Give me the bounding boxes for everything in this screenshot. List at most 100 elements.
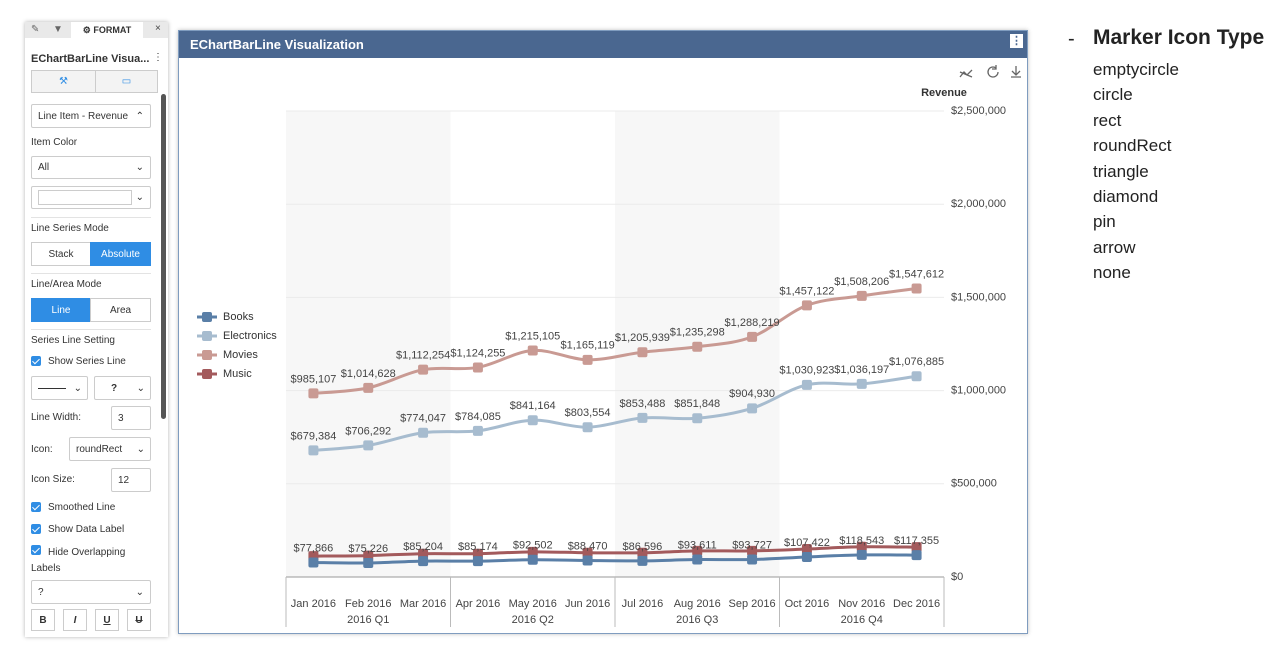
x-tick-label: May 2016 (509, 598, 557, 610)
marker (637, 547, 648, 558)
note-item: pin (1093, 212, 1116, 232)
x-tick-label: Nov 2016 (838, 598, 885, 610)
marker (363, 440, 374, 451)
y-tick-label: $2,500,000 (951, 105, 1006, 117)
download-icon[interactable] (1011, 66, 1021, 78)
marker (747, 545, 758, 556)
card-menu[interactable]: ⋮ (1010, 34, 1023, 48)
restore-icon[interactable] (987, 65, 999, 78)
marker (801, 544, 812, 555)
item-color-label: Item Color (31, 137, 78, 148)
italic-button[interactable]: I (63, 609, 87, 631)
line-button[interactable]: Line (31, 298, 91, 322)
legend-label: Electronics (223, 330, 277, 342)
x-tick-label: Oct 2016 (785, 598, 830, 610)
marker (527, 554, 538, 565)
checkbox[interactable] (31, 502, 41, 512)
marker (911, 542, 922, 553)
data-label: $784,085 (455, 411, 501, 423)
line-width-input[interactable]: 3 (111, 406, 151, 430)
data-label: $107,422 (784, 537, 830, 549)
format-tab[interactable]: ⚙ FORMAT (71, 22, 143, 38)
data-label: $904,930 (729, 388, 775, 400)
marker (637, 347, 648, 358)
edit-tab[interactable]: ✎ (31, 24, 40, 35)
marker (692, 413, 703, 424)
format-panel: ✎ ▼ ⚙ FORMAT × EChartBarLine Visua... ⋮ … (25, 22, 168, 637)
card-settings-tab[interactable]: ▭ (95, 70, 158, 93)
chart: $0 $500,000 $1,000,000 $1,500,000 $2,000,000… (197, 65, 1021, 627)
marker (637, 412, 648, 423)
data-label: $117,355 (894, 535, 939, 547)
dropdown-value: ? (111, 382, 118, 394)
data-label: $1,112,254 (396, 350, 450, 362)
bold-button[interactable]: B (31, 609, 55, 631)
close-button[interactable]: × (155, 23, 161, 34)
separator (31, 329, 151, 330)
checkbox[interactable] (31, 545, 41, 555)
hide-overlapping-labels-label: Hide Overlapping Labels (31, 547, 126, 574)
data-label: $85,204 (403, 541, 443, 553)
legend-marker (202, 350, 212, 360)
more-button[interactable]: ⋮ (153, 52, 163, 63)
strikethrough-button[interactable]: U (127, 609, 151, 631)
group-band (286, 111, 451, 577)
data-label: $1,124,255 (450, 347, 505, 359)
input-value: 12 (118, 474, 130, 486)
data-label: $77,866 (294, 542, 334, 554)
scrollbar[interactable] (161, 94, 166, 419)
marker (472, 362, 483, 373)
y-tick-label: $2,000,000 (951, 198, 1006, 210)
chart-title: EChartBarLine Visualization (190, 37, 364, 52)
data-label: $1,457,122 (779, 285, 834, 297)
data-label: $118,543 (839, 535, 884, 547)
panel-title: EChartBarLine Visua... (31, 53, 150, 65)
legend-marker (202, 312, 212, 322)
area-button[interactable]: Area (90, 298, 151, 322)
icon-dropdown[interactable]: roundRect ⌄ (69, 437, 151, 461)
group-label: 2016 Q2 (512, 614, 554, 626)
data-label: $93,611 (678, 539, 717, 551)
note-item: rect (1093, 110, 1122, 130)
input-value: 3 (118, 412, 124, 424)
checkbox[interactable] (31, 356, 41, 366)
note-item: emptycircle (1093, 60, 1179, 79)
marker (418, 364, 429, 375)
magic-type-icon[interactable] (959, 69, 973, 78)
underline-button[interactable]: U (95, 609, 119, 631)
font-dropdown[interactable]: ? ⌄ (31, 580, 151, 604)
marker (856, 290, 867, 301)
data-label: $1,235,298 (670, 327, 725, 339)
line-type-dropdown[interactable]: ? ⌄ (94, 376, 151, 400)
line-style-dropdown[interactable]: ⌄ (31, 376, 88, 400)
item-color-dropdown[interactable]: All ⌄ (31, 156, 151, 179)
marker (582, 555, 593, 566)
data-label: $985,107 (290, 373, 336, 385)
x-tick-label: Jun 2016 (565, 598, 610, 610)
marker (637, 555, 648, 566)
line-item-dropdown[interactable]: Line Item - Revenue ⌃ (31, 104, 151, 128)
note-item: diamond (1093, 187, 1159, 207)
marker (911, 283, 922, 294)
icon-size-input[interactable]: 12 (111, 468, 151, 492)
dropdown-value: roundRect (76, 443, 123, 455)
checkbox[interactable] (31, 524, 41, 534)
x-tick-label: Jul 2016 (622, 598, 664, 610)
data-label: $75,226 (348, 543, 388, 555)
marker (308, 557, 319, 568)
stack-button[interactable]: Stack (31, 242, 91, 266)
marker (856, 541, 867, 552)
data-label: $803,554 (565, 407, 611, 419)
data-label: $853,488 (619, 398, 665, 410)
color-picker[interactable]: ⌄ (31, 186, 151, 209)
marker (363, 557, 374, 568)
filter-tab[interactable]: ▼ (53, 24, 63, 35)
chart-settings-tab[interactable]: ⚒ (31, 70, 96, 93)
marker (527, 345, 538, 356)
marker (582, 547, 593, 558)
marker (527, 546, 538, 557)
y-tick-label: $500,000 (951, 478, 997, 490)
absolute-button[interactable]: Absolute (90, 242, 151, 266)
x-tick-label: Mar 2016 (400, 598, 446, 610)
